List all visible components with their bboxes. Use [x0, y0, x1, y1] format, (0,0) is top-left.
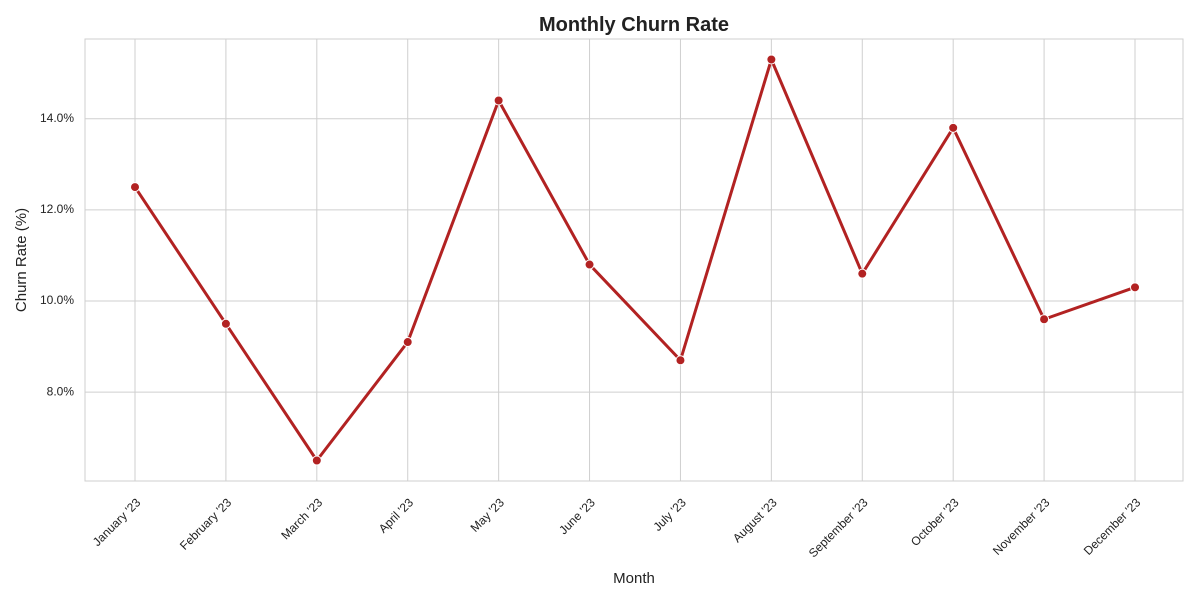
data-point[interactable]: [675, 355, 686, 366]
y-axis-label: Churn Rate (%): [13, 208, 30, 312]
y-tick-label: 8.0%: [47, 384, 75, 398]
series-line: [133, 58, 1137, 462]
data-point[interactable]: [948, 122, 959, 133]
x-tick-label: September '23: [806, 495, 871, 560]
x-axis-ticks: January '23 February '23 March '23 April '2…: [90, 495, 1144, 560]
x-tick-label: June '23: [556, 495, 598, 537]
y-axis-ticks: 8.0% 10.0% 12.0% 14.0%: [40, 111, 74, 398]
y-tick-label: 12.0%: [40, 202, 74, 216]
x-tick-label: July '23: [650, 495, 689, 534]
series-layer: [130, 54, 1140, 466]
x-tick-label: January '23: [90, 495, 144, 549]
data-point[interactable]: [220, 318, 231, 329]
x-tick-label: April '23: [376, 495, 417, 536]
data-point[interactable]: [402, 337, 413, 348]
data-point[interactable]: [130, 182, 140, 193]
data-point[interactable]: [1130, 282, 1140, 293]
x-axis-label: Month: [613, 570, 655, 587]
x-tick-label: February '23: [177, 495, 234, 552]
data-point[interactable]: [493, 95, 504, 106]
data-point[interactable]: [311, 455, 322, 466]
plot-area-frame: [84, 38, 1184, 482]
x-tick-label: May '23: [468, 495, 508, 535]
data-point[interactable]: [857, 268, 868, 279]
grid-layer: [85, 39, 1183, 481]
data-point[interactable]: [584, 259, 595, 270]
x-tick-label: November '23: [990, 495, 1053, 558]
data-point[interactable]: [766, 54, 777, 65]
y-tick-label: 10.0%: [40, 293, 74, 307]
x-tick-label: March '23: [278, 495, 325, 542]
chart-title: Monthly Churn Rate: [539, 14, 729, 36]
data-point[interactable]: [1039, 314, 1050, 325]
y-tick-label: 14.0%: [40, 111, 74, 125]
x-tick-label: August '23: [730, 495, 780, 545]
x-tick-label: December '23: [1081, 495, 1144, 558]
x-tick-label: October '23: [908, 495, 962, 549]
